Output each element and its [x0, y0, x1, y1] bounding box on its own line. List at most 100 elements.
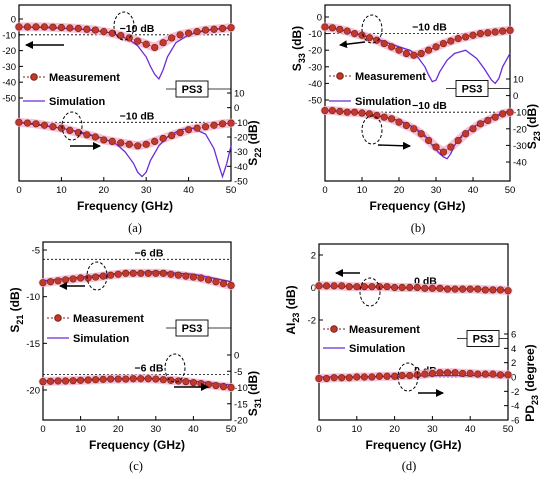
- measurement-point-top: [174, 271, 182, 279]
- measurement-point-top: [54, 277, 62, 285]
- ellipse-marker-top: [361, 14, 383, 44]
- x-tick-label: 20: [394, 185, 405, 196]
- measurement-point-top: [506, 26, 514, 34]
- legend-simulation-label: Simulation: [73, 333, 130, 345]
- chart-panel-a: 0 10 20 30 40 50 Frequency (GHz) (a) 0 -10 -20 -30 -…: [0, 4, 263, 235]
- legend-measurement-marker: [30, 73, 38, 81]
- measurement-point-top: [436, 284, 444, 292]
- x-tick-label: 30: [151, 424, 162, 435]
- y-tick-label-top: -5: [32, 246, 40, 257]
- measurement-point-top: [114, 270, 122, 278]
- measurement-point-bottom: [388, 115, 396, 123]
- measurement-point-bottom: [32, 120, 40, 128]
- measurement-point-top: [218, 24, 227, 33]
- measurement-point-bottom: [360, 373, 368, 381]
- measurement-point-top: [499, 27, 507, 35]
- measurement-point-bottom: [57, 124, 66, 132]
- measurement-point-top: [137, 269, 145, 277]
- measurement-point-top: [189, 273, 197, 281]
- y-tick-label-top: -2: [308, 316, 316, 327]
- measurement-point-top: [365, 34, 374, 42]
- y-label-sub: 21: [15, 315, 25, 325]
- tag-box: [455, 80, 489, 97]
- measurement-point-bottom: [466, 369, 474, 378]
- measurement-point-bottom: [66, 126, 74, 134]
- x-tick-label: 10: [352, 424, 363, 435]
- panel-caption: (b): [411, 221, 426, 235]
- x-tick-label: 20: [389, 424, 400, 435]
- measurement-point-bottom: [459, 369, 467, 378]
- x-tick-label: 40: [468, 185, 479, 196]
- measurement-point-top: [398, 283, 406, 292]
- measurement-point-bottom: [425, 136, 433, 145]
- measurement-point-bottom: [328, 106, 337, 115]
- measurement-point-bottom: [227, 119, 235, 127]
- y-label-sub: 31: [253, 398, 263, 408]
- measurement-point-bottom: [336, 107, 344, 115]
- y-tick-label-bottom: 2: [511, 358, 516, 369]
- measurement-point-top: [491, 28, 499, 36]
- y-tick-label-bottom: -10: [513, 108, 527, 119]
- x-tick-label: 20: [113, 424, 124, 435]
- measurement-point-top: [197, 274, 205, 282]
- measurement-point-top: [61, 276, 70, 284]
- measurement-point-top: [99, 272, 107, 280]
- x-tick-label: 50: [505, 185, 516, 196]
- measurement-point-bottom: [134, 142, 142, 150]
- measurement-point-top: [219, 280, 228, 288]
- plot-frame: [318, 243, 509, 421]
- measurement-point-top: [413, 283, 421, 292]
- y-label-sub: 23: [291, 313, 301, 323]
- legend-measurement-label: Measurement: [355, 71, 426, 83]
- measurement-point-top: [395, 46, 403, 54]
- measurement-point-top: [315, 282, 323, 290]
- measurement-point-bottom: [469, 125, 477, 133]
- y-tick-label-bottom: -5: [234, 367, 242, 378]
- measurement-point-bottom: [489, 370, 497, 378]
- measurement-point-top: [142, 40, 150, 48]
- y-tick-label-bottom: -10: [234, 118, 248, 129]
- measurement-point-bottom: [406, 371, 414, 380]
- measurement-point-bottom: [375, 372, 384, 380]
- measurement-point-top: [92, 273, 100, 281]
- y-label-unit: (dB): [284, 285, 298, 312]
- legend-measurement-marker: [336, 72, 344, 80]
- axis-arrow-left: [339, 40, 366, 49]
- measurement-point-bottom: [151, 137, 159, 145]
- measurement-point-top: [469, 31, 477, 39]
- measurement-point-bottom: [504, 371, 512, 379]
- y-tick-label-bottom: 4: [511, 344, 516, 355]
- measurement-point-bottom: [99, 375, 107, 383]
- measurement-point-top: [454, 34, 462, 43]
- x-tick-label: 40: [183, 185, 194, 196]
- y-axis-label-right: S22 (dB): [246, 120, 263, 165]
- tag-label: PS3: [462, 84, 483, 96]
- reference-line-bottom-label: −10 dB: [412, 100, 447, 112]
- measurement-point-top: [474, 285, 482, 293]
- legend-measurement-label: Measurement: [49, 72, 120, 84]
- y-tick-label-bottom: -4: [511, 401, 519, 412]
- x-tick-label: 10: [56, 185, 67, 196]
- measurement-point-bottom: [100, 136, 108, 144]
- measurement-point-bottom: [380, 113, 388, 121]
- legend-simulation-label: Simulation: [49, 96, 106, 108]
- measurement-point-top: [410, 51, 418, 59]
- x-tick-label: 40: [465, 424, 476, 435]
- measurement-point-top: [439, 39, 448, 48]
- measurement-point-top: [32, 23, 40, 31]
- measurement-point-top: [100, 28, 108, 36]
- x-axis-label: Frequency (GHz): [365, 438, 461, 452]
- measurement-point-top: [159, 269, 167, 277]
- measurement-point-bottom: [413, 371, 421, 379]
- measurement-point-top: [484, 29, 492, 37]
- measurement-point-bottom: [159, 376, 167, 384]
- measurement-point-top: [23, 23, 32, 31]
- measurement-point-top: [39, 279, 47, 287]
- measurement-point-top: [417, 49, 425, 58]
- measurement-point-bottom: [454, 136, 462, 145]
- measurement-point-bottom: [91, 133, 99, 141]
- reference-line-top-label: −10 dB: [412, 22, 447, 34]
- measurement-point-top: [134, 37, 142, 45]
- measurement-point-bottom: [168, 131, 176, 140]
